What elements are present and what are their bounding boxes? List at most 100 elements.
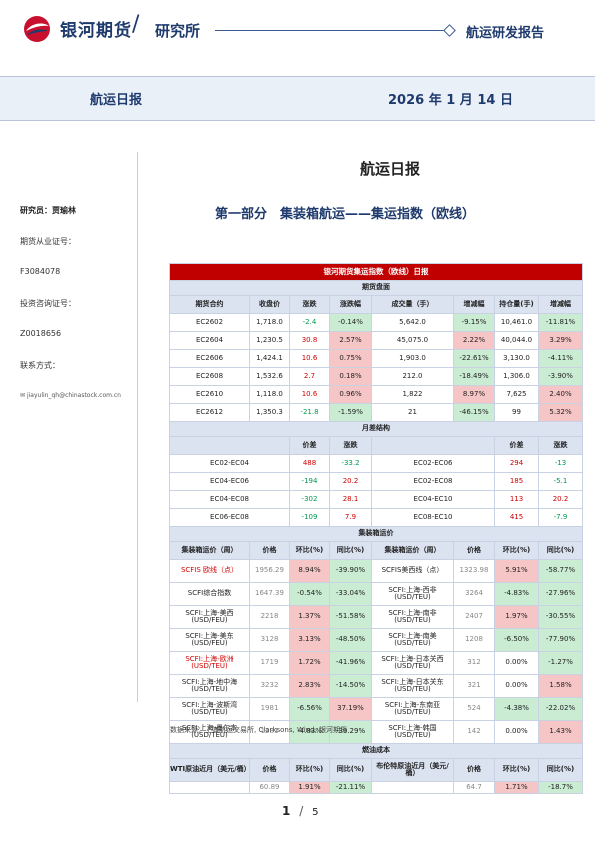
freight-cell: 321	[453, 674, 495, 698]
freight-cell: 0.00%	[494, 651, 539, 675]
futures-cell: 1,118.0	[249, 385, 290, 404]
title-band	[0, 76, 595, 121]
futures-header-cell: 增减幅	[453, 295, 495, 314]
spread-cell: 28.1	[329, 490, 372, 509]
spread-row: EC04-EC08 -302 28.1 EC04-EC10 113 20.2	[169, 490, 583, 509]
band-title: 航运日报	[90, 93, 143, 108]
section-futures: 期货盘面	[169, 280, 583, 296]
freight-cell: 1.37%	[289, 605, 330, 629]
futures-cell: 212.0	[371, 367, 454, 386]
futures-row: EC2610 1,118.0 10.6 0.96% 1,822 8.97% 7,625 2.4…	[169, 385, 583, 404]
freight-row: SCFI:上海-美西 (USD/FEU) 2218 1.37% -51.58% SCFI:…	[169, 605, 583, 629]
freight-cell: 1.43%	[538, 720, 583, 744]
futures-cell: 5,642.0	[371, 313, 454, 332]
futures-header-cell: 涨跌幅	[329, 295, 372, 314]
futures-header-cell: 收盘价	[249, 295, 290, 314]
futures-cell: 21	[371, 403, 454, 422]
department-name: 研究所	[155, 22, 201, 40]
freight-cell: -48.50%	[329, 628, 372, 652]
freight-cell: 1.58%	[538, 674, 583, 698]
spread-cell: EC06-EC08	[169, 508, 290, 527]
futures-cell: -2.4	[289, 313, 330, 332]
sidebar-divider	[137, 152, 138, 702]
galaxy-logo-icon	[24, 16, 50, 42]
freight-cell: SCFI:上海-南美 (USD/TEU)	[371, 628, 454, 652]
futures-header-cell: 持仓量(手)	[494, 295, 539, 314]
futures-cell: -22.61%	[453, 349, 495, 368]
freight-index-table: 银河期货集运指数（欧线）日报 期货盘面 期货合约 收盘价 涨跌 涨跌幅 成交量（手） 增减…	[169, 263, 583, 794]
freight-cell: -4.38%	[494, 697, 539, 721]
futures-row: EC2606 1,424.1 10.6 0.75% 1,903.0 -22.61% 3,13…	[169, 349, 583, 368]
futures-cell: 0.18%	[329, 367, 372, 386]
spread-cell: -194	[289, 472, 330, 491]
freight-cell: 1.72%	[289, 651, 330, 675]
futures-cell: 1,718.0	[249, 313, 290, 332]
freight-cell: SCFI:上海-日本关西 (USD/TEU)	[371, 651, 454, 675]
freight-row: SCFI:上海-波斯湾 (USD/TEU) 1981 -6.56% 37.19% SCFI…	[169, 697, 583, 721]
section-fuel: 燃油成本	[169, 743, 583, 759]
fuel-header-cell: 同比(%)	[538, 758, 583, 782]
researcher: 研究员：贾瑜林	[20, 206, 76, 215]
fuel-header-cell: 同比(%)	[329, 758, 372, 782]
freight-row: SCFI:上海-地中海 (USD/TEU) 3232 2.83% -14.50% SCFI…	[169, 674, 583, 698]
futures-cell: -4.11%	[538, 349, 583, 368]
futures-row: EC2604 1,230.5 30.8 2.57% 45,075.0 2.22% 40,04…	[169, 331, 583, 350]
diamond-icon	[443, 24, 456, 37]
contact-email[interactable]: ✉ jiayulin_qh@chinastock.com.cn	[20, 392, 121, 399]
data-source: 数据来源：上海航运交易所, Clarksons, Wind, 银河期货	[170, 726, 348, 734]
freight-cell: 1323.98	[453, 559, 495, 583]
freight-cell: 312	[453, 651, 495, 675]
spread-header-cell: 涨跌	[329, 436, 372, 455]
freight-header-cell: 同比(%)	[329, 541, 372, 560]
header-rule	[215, 30, 445, 31]
license-number: F3084078	[20, 267, 61, 276]
spread-cell: -5.1	[538, 472, 583, 491]
futures-row: EC2602 1,718.0 -2.4 -0.14% 5,642.0 -9.15% 10,4…	[169, 313, 583, 332]
freight-row: SCFI:上海-墨尔本 (USD/TEU) 1281 -4.83% -39.29% SCF…	[169, 720, 583, 744]
section-freight: 集装箱运价	[169, 526, 583, 542]
freight-row: SCFI:上海-美东 (USD/FEU) 3128 3.13% -48.50% SCFI:…	[169, 628, 583, 652]
futures-cell: -1.59%	[329, 403, 372, 422]
section-title: 第一部分 集装箱航运——集运指数（欧线）	[215, 207, 476, 222]
page-separator: /	[299, 804, 304, 818]
fuel-cell: 1.71%	[494, 781, 539, 794]
spread-cell: EC08-EC10	[371, 508, 495, 527]
fuel-header-cell: WTI原油近月（美元/桶）	[169, 758, 250, 782]
freight-cell: 3232	[249, 674, 290, 698]
futures-header-cell: 增减幅	[538, 295, 583, 314]
spread-cell: -302	[289, 490, 330, 509]
freight-cell: SCFI:上海-东南亚 (USD/TEU)	[371, 697, 454, 721]
freight-cell: -4.83%	[494, 582, 539, 606]
futures-row: EC2612 1,350.3 -21.8 -1.59% 21 -46.15% 99 5.32%	[169, 403, 583, 422]
futures-cell: 5.32%	[538, 403, 583, 422]
futures-cell: 40,044.0	[494, 331, 539, 350]
freight-header-cell: 集装箱运价（周）	[371, 541, 454, 560]
fuel-cell: 1.91%	[289, 781, 330, 794]
futures-cell: -0.14%	[329, 313, 372, 332]
futures-cell: 1,306.0	[494, 367, 539, 386]
page-total: 5	[312, 807, 319, 818]
freight-cell: -33.04%	[329, 582, 372, 606]
freight-cell: -51.58%	[329, 605, 372, 629]
futures-header-cell: 成交量（手）	[371, 295, 454, 314]
fuel-cell	[169, 781, 250, 794]
futures-cell: EC2606	[169, 349, 250, 368]
spread-cell: -7.9	[538, 508, 583, 527]
futures-cell: 3,130.0	[494, 349, 539, 368]
fuel-cell	[371, 781, 454, 794]
freight-cell: 8.94%	[289, 559, 330, 583]
futures-cell: 1,903.0	[371, 349, 454, 368]
advisory-number: Z0018656	[20, 329, 62, 338]
freight-cell: -27.96%	[538, 582, 583, 606]
futures-cell: 10,461.0	[494, 313, 539, 332]
spread-cell: 294	[494, 454, 539, 473]
spread-header-cell: 价差	[494, 436, 539, 455]
futures-cell: 8.97%	[453, 385, 495, 404]
futures-cell: 10.6	[289, 385, 330, 404]
futures-cell: 1,230.5	[249, 331, 290, 350]
futures-cell: 3.29%	[538, 331, 583, 350]
freight-cell: -1.27%	[538, 651, 583, 675]
freight-cell: 1956.29	[249, 559, 290, 583]
futures-cell: 0.75%	[329, 349, 372, 368]
freight-cell: -39.29%	[329, 720, 372, 744]
